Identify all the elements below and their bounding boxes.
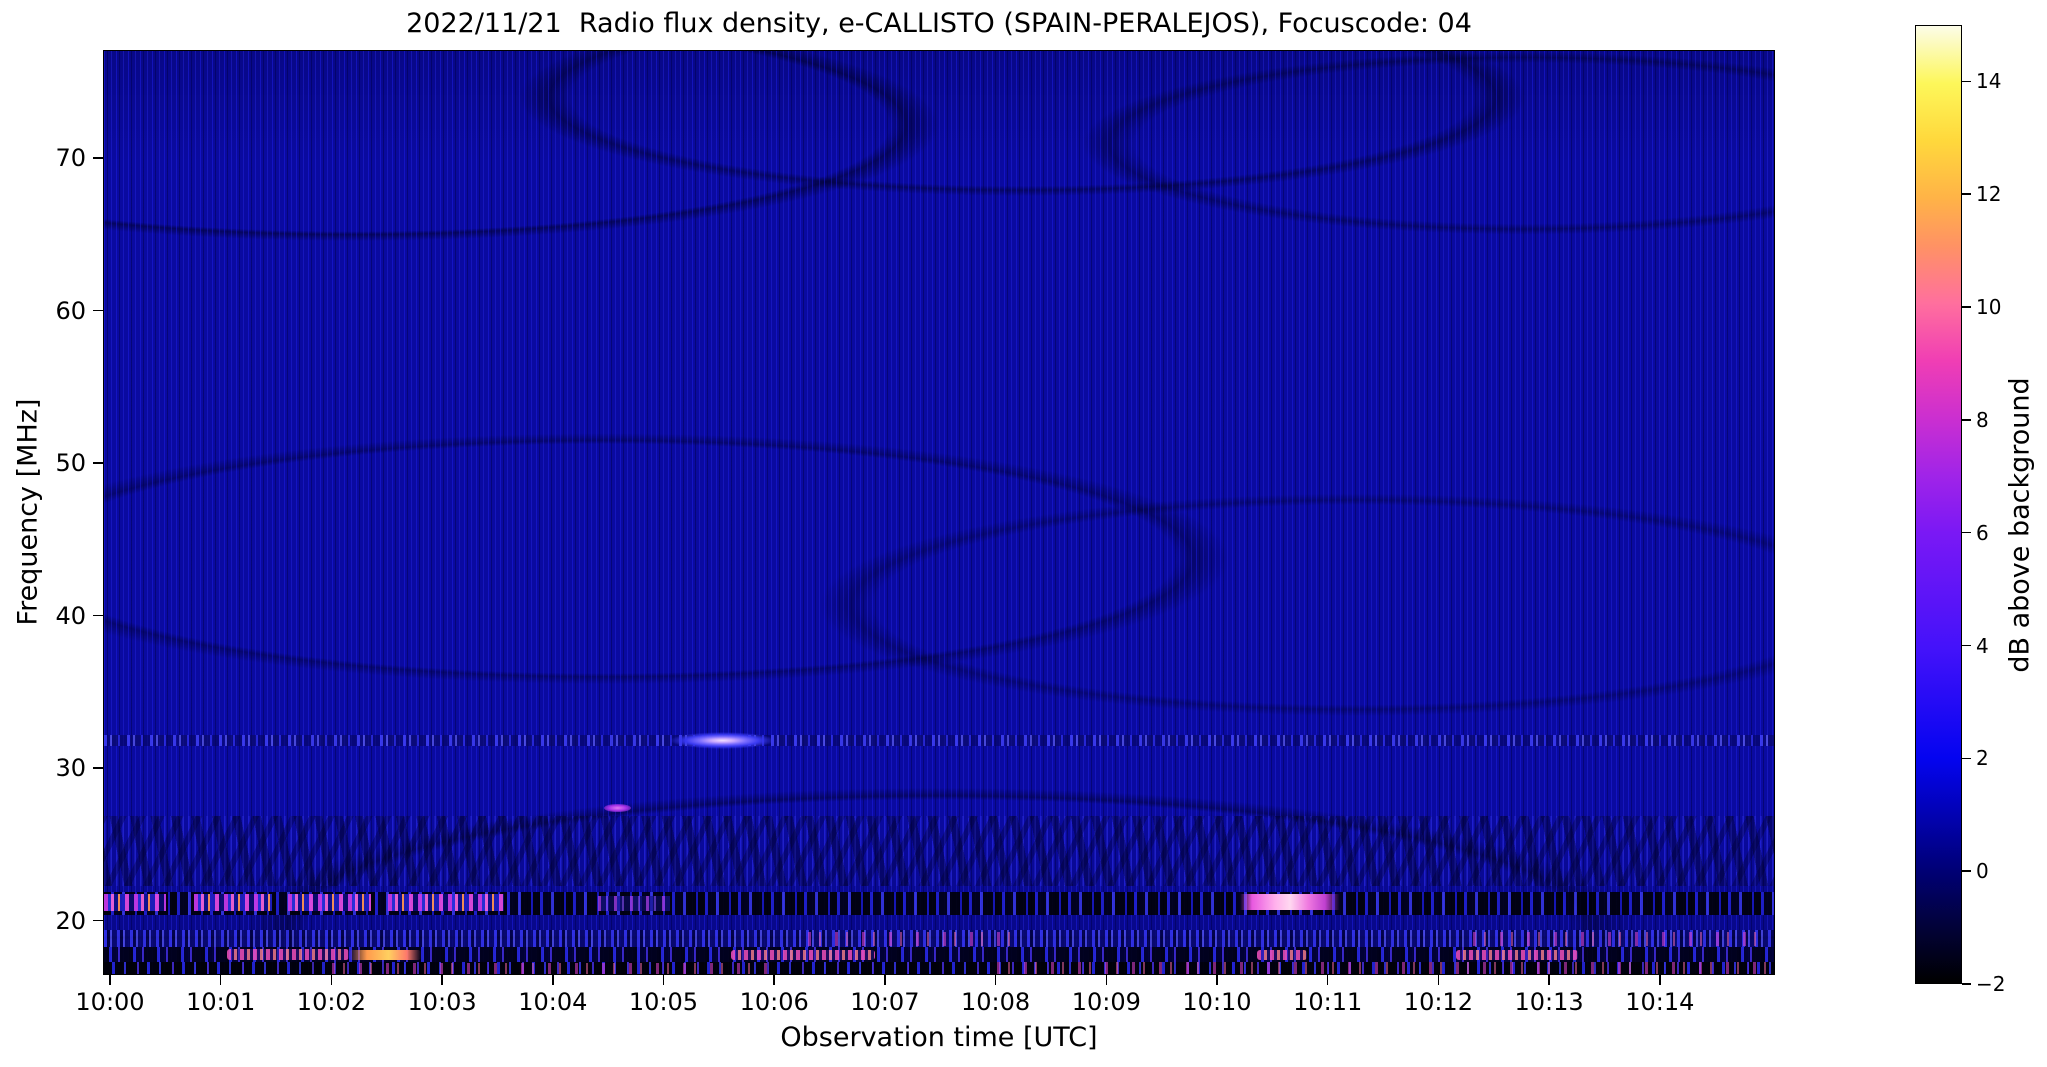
colorbar-tick-label: 6 [1976, 520, 1989, 545]
rfi-burst-21mhz-d [387, 894, 504, 911]
colorbar-tick-mark [1962, 983, 1971, 985]
colorbar-tick-mark [1962, 531, 1971, 534]
x-tick-label: 10:00 [75, 988, 145, 1016]
orange-strip-17mhz [349, 949, 421, 961]
point-burst-27mhz [603, 804, 632, 813]
pink-strip-17mhz-a [227, 948, 349, 961]
x-tick-label: 10:02 [296, 988, 366, 1016]
y-tick-mark [93, 157, 103, 159]
rfi-band-21mhz [104, 891, 1774, 915]
y-axis-label: Frequency [MHz] [12, 398, 44, 626]
colorbar-tick-label: 12 [1976, 182, 2002, 207]
pink-strip-17mhz-d [1456, 950, 1578, 961]
colorbar-tick-mark [1962, 644, 1971, 647]
x-tick-mark [773, 975, 775, 985]
x-tick-mark [994, 975, 997, 985]
x-tick-label: 10:04 [518, 988, 588, 1016]
pink-speckles-bottom-a [332, 962, 776, 974]
x-tick-label: 10:06 [739, 988, 809, 1016]
colorbar-tick-label: 4 [1976, 633, 1989, 658]
pink-speckles-19mhz-a [808, 932, 1019, 946]
x-tick-mark [1216, 975, 1218, 985]
y-tick-mark [93, 309, 103, 312]
bright-patch-32mhz [670, 732, 776, 750]
x-tick-label: 10:11 [1293, 988, 1363, 1016]
y-tick-mark [93, 919, 103, 922]
colorbar [1915, 25, 1962, 984]
x-tick-label: 10:05 [628, 988, 699, 1016]
colorbar-tick-mark [1962, 306, 1971, 308]
y-tick-label: 40 [55, 601, 86, 630]
rfi-line-32mhz [104, 734, 1774, 747]
x-axis-label: Observation time [UTC] [780, 1022, 1098, 1053]
colorbar-tick-label: 10 [1976, 295, 2002, 320]
y-tick-label: 20 [55, 906, 86, 935]
colorbar-tick-label: 14 [1976, 69, 2002, 94]
x-tick-label: 10:12 [1403, 988, 1473, 1016]
y-tick-label: 70 [55, 144, 86, 172]
x-tick-label: 10:13 [1514, 988, 1584, 1016]
x-tick-label: 10:08 [961, 988, 1031, 1016]
moire-speckle-region [104, 816, 1774, 887]
x-tick-mark [1548, 975, 1550, 985]
x-tick-label: 10:07 [850, 988, 920, 1016]
x-tick-mark [109, 975, 111, 985]
y-tick-mark [93, 462, 103, 464]
colorbar-tick-mark [1962, 193, 1971, 195]
x-tick-mark [219, 975, 222, 985]
y-tick-label: 50 [55, 449, 86, 477]
y-tick-mark [93, 767, 103, 769]
x-tick-label: 10:09 [1071, 988, 1141, 1016]
x-tick-mark [441, 975, 443, 985]
pink-strip-17mhz-c [1256, 950, 1307, 961]
colorbar-tick-label: −2 [1976, 972, 2006, 996]
rfi-row-17-18mhz [104, 947, 1774, 962]
pink-speckles-19mhz-b [1472, 932, 1761, 946]
chart-title: 2022/11/21 Radio flux density, e-CALLIST… [406, 8, 1472, 39]
x-tick-mark [884, 975, 886, 985]
colorbar-tick-mark [1962, 80, 1971, 83]
x-tick-label: 10:10 [1182, 988, 1252, 1016]
x-tick-mark [552, 975, 554, 985]
rfi-burst-21mhz-faint [598, 895, 671, 911]
x-tick-label: 10:01 [186, 988, 256, 1016]
x-tick-label: 10:03 [407, 988, 477, 1016]
y-tick-label: 60 [55, 296, 86, 325]
x-tick-mark [1437, 975, 1440, 985]
x-tick-mark [1659, 975, 1661, 985]
colorbar-tick-mark [1962, 757, 1971, 760]
colorbar-tick-label: 0 [1976, 859, 1989, 884]
rfi-burst-21mhz-c [288, 894, 372, 911]
colorbar-tick-mark [1962, 870, 1971, 872]
y-tick-mark [93, 614, 103, 617]
x-tick-label: 10:14 [1625, 988, 1695, 1016]
rfi-burst-21mhz-b [194, 894, 272, 911]
x-tick-mark [662, 975, 665, 985]
spectrogram-plot-area [103, 50, 1775, 975]
colorbar-label: dB above background [2004, 377, 2036, 673]
rfi-burst-21mhz-e [1240, 894, 1340, 911]
rfi-burst-21mhz-a [104, 894, 167, 911]
x-tick-mark [330, 975, 333, 985]
x-tick-mark [1105, 975, 1108, 985]
colorbar-tick-label: 2 [1976, 746, 1989, 771]
colorbar-tick-mark [1962, 419, 1971, 421]
colorbar-tick-label: 8 [1976, 407, 1989, 432]
x-tick-mark [1326, 975, 1329, 985]
pink-speckles-bottom-b [996, 961, 1774, 974]
pink-strip-17mhz-b [730, 949, 875, 961]
y-tick-label: 30 [55, 754, 86, 782]
